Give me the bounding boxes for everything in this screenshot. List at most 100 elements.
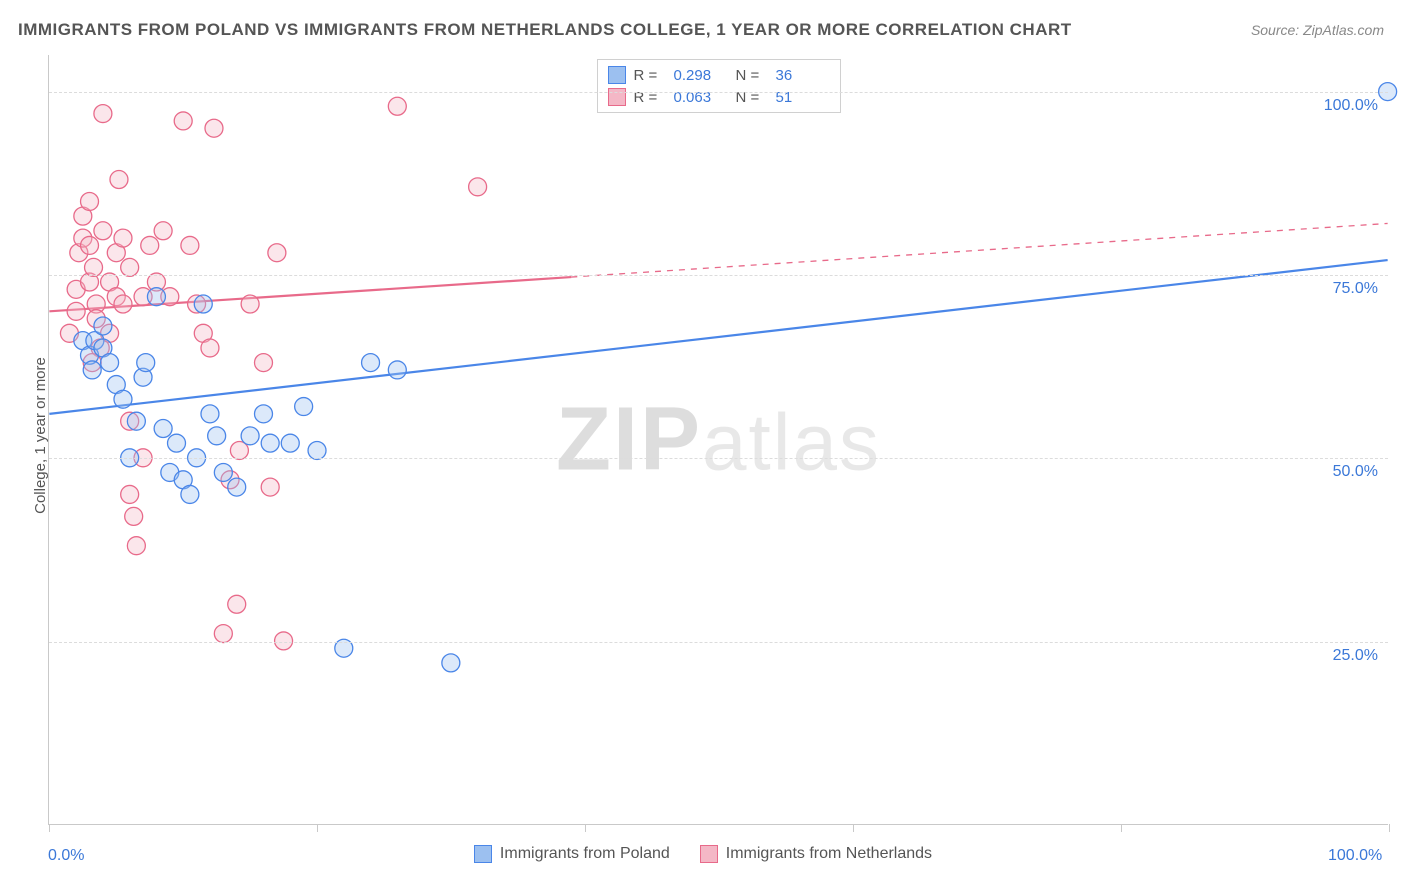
scatter-point	[241, 427, 259, 445]
scatter-point	[107, 288, 125, 306]
scatter-point	[134, 288, 152, 306]
watermark: ZIPatlas	[556, 388, 881, 491]
scatter-point	[214, 463, 232, 481]
scatter-point	[94, 339, 112, 357]
scatter-point	[241, 295, 259, 313]
series-legend: Immigrants from Poland Immigrants from Ne…	[0, 845, 1406, 863]
scatter-point	[110, 171, 128, 189]
scatter-point	[86, 332, 104, 350]
scatter-point	[181, 485, 199, 503]
scatter-point	[125, 507, 143, 525]
scatter-point	[114, 295, 132, 313]
trend-line	[49, 260, 1387, 414]
scatter-point	[168, 434, 186, 452]
y-tick-label: 75.0%	[1333, 280, 1378, 298]
scatter-point	[201, 405, 219, 423]
scatter-point	[121, 412, 139, 430]
x-tick	[585, 824, 586, 832]
scatter-point	[388, 97, 406, 115]
scatter-point	[81, 236, 99, 254]
scatter-point	[127, 412, 145, 430]
scatter-point	[81, 346, 99, 364]
scatter-point	[141, 236, 159, 254]
scatter-point	[70, 244, 88, 262]
legend-swatch	[700, 845, 718, 863]
scatter-point	[208, 427, 226, 445]
scatter-point	[281, 434, 299, 452]
scatter-point	[214, 625, 232, 643]
scatter-point	[255, 405, 273, 423]
trend-lines-layer	[49, 55, 1388, 824]
gridline	[49, 642, 1388, 643]
scatter-point	[83, 361, 101, 379]
gridline	[49, 92, 1388, 93]
scatter-point	[161, 463, 179, 481]
gridline	[49, 275, 1388, 276]
scatter-points-layer	[49, 55, 1388, 824]
scatter-point	[101, 324, 119, 342]
scatter-point	[154, 222, 172, 240]
y-tick-label: 100.0%	[1324, 97, 1378, 115]
scatter-point	[362, 354, 380, 372]
scatter-point	[107, 244, 125, 262]
scatter-point	[308, 441, 326, 459]
scatter-point	[188, 295, 206, 313]
x-tick-label: 100.0%	[1328, 847, 1382, 865]
scatter-point	[94, 317, 112, 335]
scatter-point	[91, 339, 109, 357]
scatter-point	[127, 537, 145, 555]
scatter-point	[194, 295, 212, 313]
scatter-point	[137, 354, 155, 372]
legend-swatch	[474, 845, 492, 863]
x-tick	[317, 824, 318, 832]
scatter-point	[67, 280, 85, 298]
chart-title: IMMIGRANTS FROM POLAND VS IMMIGRANTS FRO…	[18, 20, 1072, 40]
legend-label: Immigrants from Poland	[500, 845, 670, 863]
scatter-point	[74, 332, 92, 350]
scatter-point	[469, 178, 487, 196]
scatter-point	[388, 361, 406, 379]
scatter-point	[101, 354, 119, 372]
scatter-point	[94, 222, 112, 240]
y-tick-label: 25.0%	[1333, 647, 1378, 665]
scatter-point	[81, 192, 99, 210]
scatter-point	[154, 420, 172, 438]
scatter-point	[114, 390, 132, 408]
scatter-point	[74, 207, 92, 225]
scatter-point	[60, 324, 78, 342]
x-tick	[1389, 824, 1390, 832]
gridline	[49, 458, 1388, 459]
legend-item: Immigrants from Poland	[474, 845, 670, 863]
scatter-point	[201, 339, 219, 357]
n-label: N =	[736, 67, 768, 84]
scatter-point	[107, 376, 125, 394]
scatter-point	[174, 112, 192, 130]
scatter-point	[228, 478, 246, 496]
correlation-row: R =0.063N =51	[608, 86, 830, 108]
scatter-point	[181, 236, 199, 254]
source-attribution: Source: ZipAtlas.com	[1251, 22, 1384, 38]
scatter-point	[194, 324, 212, 342]
scatter-point	[205, 119, 223, 137]
scatter-point	[87, 310, 105, 328]
scatter-point	[134, 368, 152, 386]
r-value: 0.298	[674, 67, 728, 84]
legend-item: Immigrants from Netherlands	[700, 845, 932, 863]
scatter-point	[161, 288, 179, 306]
correlation-row: R =0.298N =36	[608, 64, 830, 86]
trend-line-dashed	[571, 223, 1387, 277]
scatter-point	[121, 485, 139, 503]
scatter-point	[85, 258, 103, 276]
scatter-point	[147, 288, 165, 306]
trend-line	[49, 277, 571, 311]
legend-swatch	[608, 66, 626, 84]
scatter-point	[295, 398, 313, 416]
scatter-point	[87, 295, 105, 313]
scatter-point	[121, 258, 139, 276]
scatter-point	[442, 654, 460, 672]
scatter-point	[221, 471, 239, 489]
scatter-point	[228, 595, 246, 613]
scatter-point	[83, 354, 101, 372]
r-label: R =	[634, 67, 666, 84]
y-tick-label: 50.0%	[1333, 463, 1378, 481]
